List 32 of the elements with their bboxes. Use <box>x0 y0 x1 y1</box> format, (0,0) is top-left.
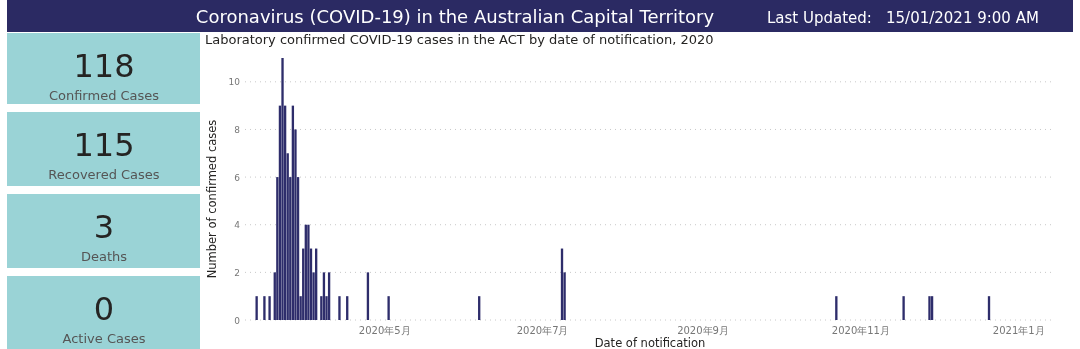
bar <box>338 296 341 320</box>
text: Coronavirus (COVID-19) in the Australian Capital Territory <box>195 6 715 27</box>
x-tick-label: 2020年7月 <box>516 325 569 336</box>
y-tick-label: 4 <box>234 220 241 231</box>
bar <box>263 296 266 320</box>
bar <box>281 58 284 320</box>
text: Recovered Cases <box>48 167 160 182</box>
x-tick-label: 2020年5月 <box>358 325 411 336</box>
y-axis-title: Number of confirmed cases <box>205 119 219 279</box>
text: 115 <box>73 126 135 164</box>
bar <box>255 296 258 320</box>
x-tick-label: 2021年1月 <box>992 325 1045 336</box>
y-tick-label: 10 <box>228 77 241 88</box>
text: Confirmed Cases <box>48 88 160 103</box>
text: Last Updated: <box>767 9 872 27</box>
y-tick-label: 0 <box>234 315 241 326</box>
x-tick-label: 2020年11月 <box>831 325 890 336</box>
bar <box>387 296 390 320</box>
text: Active Cases <box>62 331 146 346</box>
text: 0 <box>93 290 115 328</box>
x-tick-label: 2020年9月 <box>677 325 729 336</box>
y-tick-label: 8 <box>234 124 241 135</box>
y-tick-label: 2 <box>234 267 240 278</box>
text: 118 <box>73 47 135 85</box>
text: Deaths <box>80 249 128 264</box>
text: 3 <box>93 208 115 246</box>
bar <box>902 296 905 320</box>
y-tick-label: 6 <box>234 172 241 183</box>
chart-title: Laboratory confirmed COVID-19 cases in the ACT by date of notification, 2020 <box>205 32 714 47</box>
bar <box>268 296 271 320</box>
text: 15/01/2021 9:00 AM <box>886 9 1039 27</box>
x-axis-title: Date of notification <box>594 336 706 349</box>
